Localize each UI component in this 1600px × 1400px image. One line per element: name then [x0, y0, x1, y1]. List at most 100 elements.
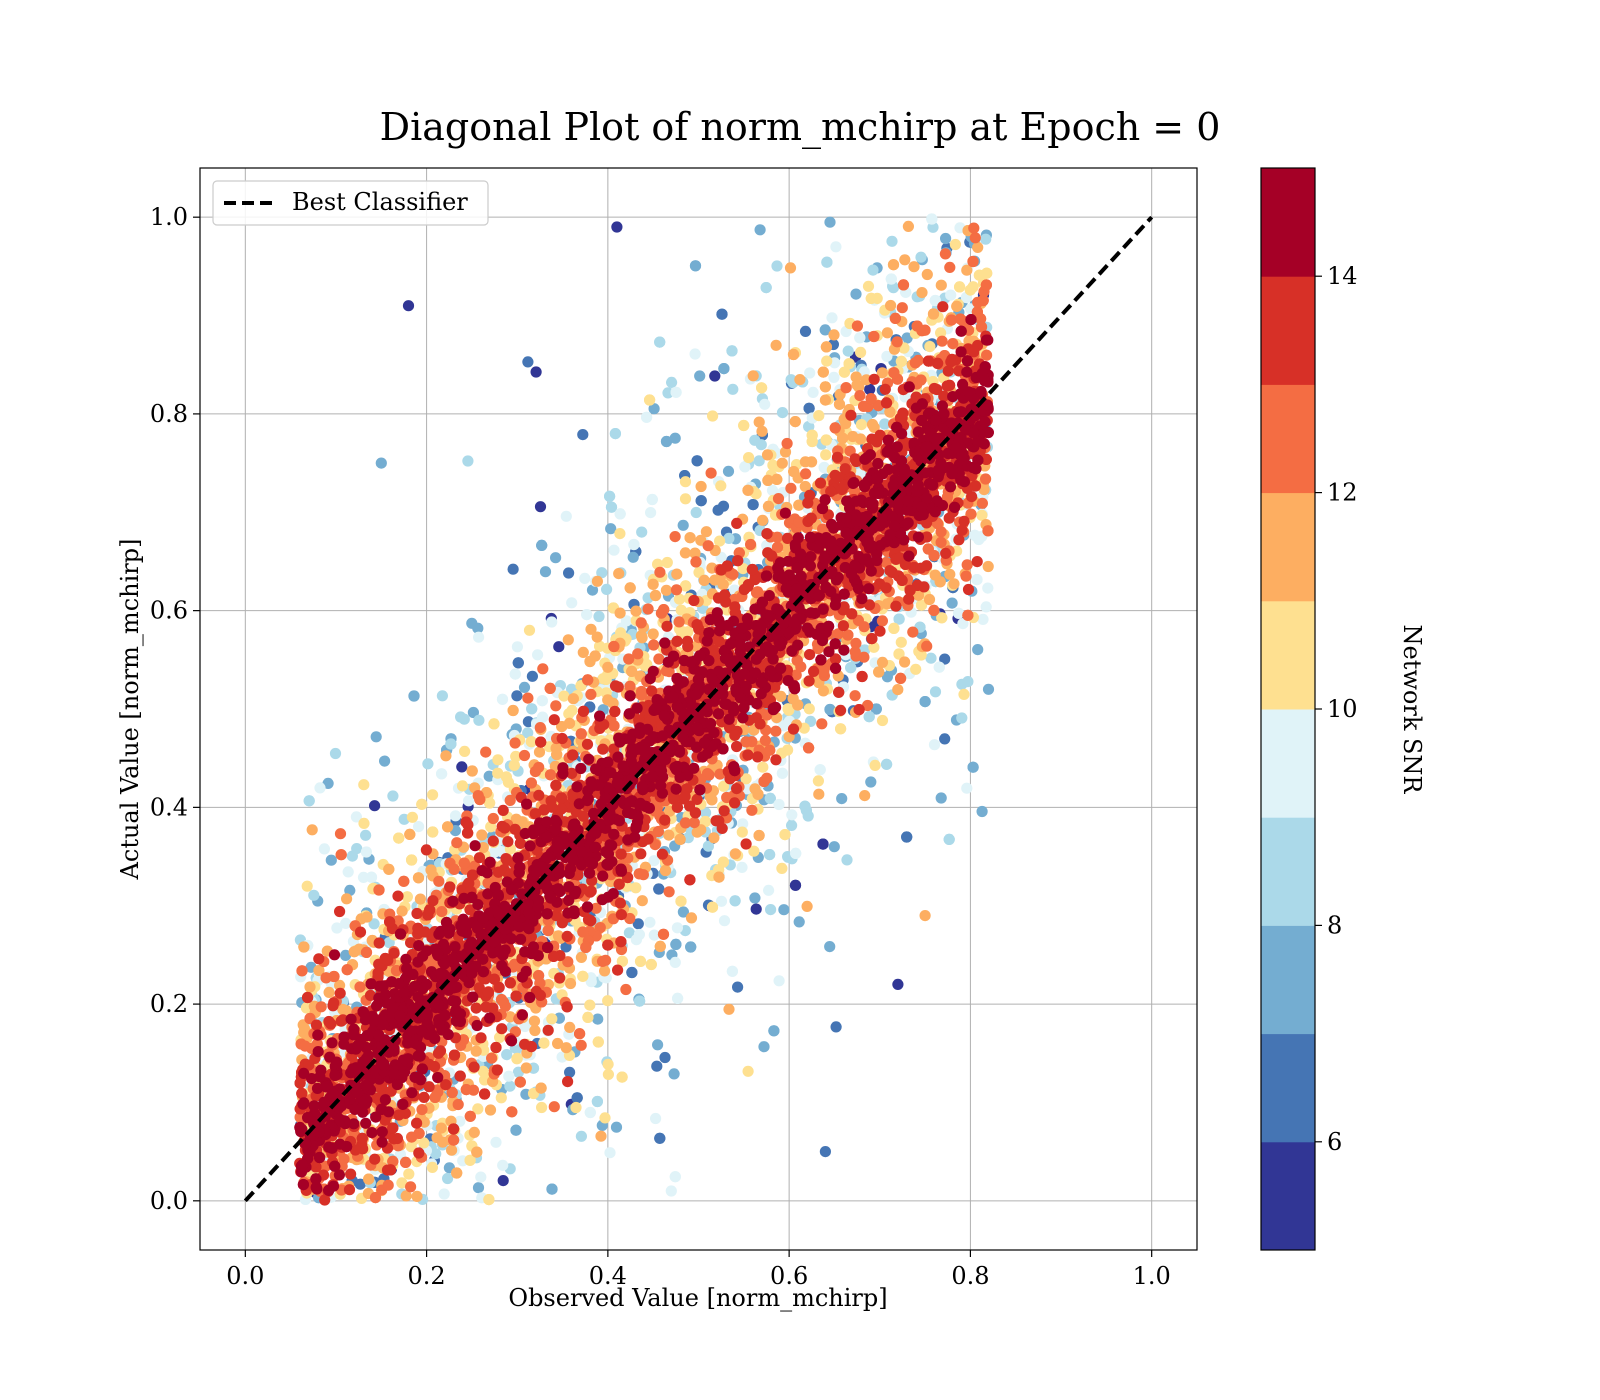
scatter-point: [742, 1065, 754, 1077]
scatter-point: [663, 829, 675, 841]
scatter-point: [566, 704, 578, 717]
scatter-point: [770, 725, 782, 737]
scatter-point: [470, 1045, 482, 1057]
scatter-point: [494, 1031, 506, 1043]
scatter-point: [459, 745, 471, 758]
scatter-point: [888, 622, 900, 635]
scatter-point: [799, 480, 811, 493]
scatter-point: [507, 704, 519, 717]
scatter-point: [897, 279, 910, 291]
scatter-point: [887, 259, 900, 271]
scatter-point: [768, 1025, 780, 1037]
scatter-point: [644, 394, 656, 406]
scatter-point: [575, 1130, 588, 1142]
scatter-point: [630, 882, 642, 894]
scatter-point: [779, 829, 791, 841]
scatter-point: [670, 938, 682, 951]
scatter-point: [816, 718, 828, 730]
scatter-point: [599, 965, 611, 977]
scatter-point: [546, 616, 558, 628]
scatter-point: [803, 703, 815, 715]
scatter-point: [577, 429, 589, 441]
scatter-point: [394, 1148, 406, 1160]
scatter-point: [402, 300, 415, 312]
scatter-point: [495, 994, 508, 1006]
scatter-point: [363, 1173, 375, 1185]
scatter-point: [759, 734, 772, 747]
scatter-point: [602, 1058, 614, 1070]
scatter-point: [756, 382, 768, 394]
scatter-point: [586, 584, 599, 596]
scatter-point: [879, 418, 891, 430]
scatter-point: [456, 761, 468, 773]
scatter-point: [786, 819, 798, 832]
scatter-point: [884, 406, 896, 418]
plot-area: 0.0 0.2 0.4 0.6 0.8 1.0 0.00.20.40.60.81.0 Be…: [150, 167, 1198, 1290]
scatter-point: [804, 367, 816, 379]
scatter-point: [674, 833, 686, 846]
scatter-point: [885, 299, 897, 312]
scatter-point: [820, 341, 833, 353]
scatter-point: [771, 260, 783, 272]
scatter-point: [722, 465, 735, 477]
scatter-point: [954, 281, 966, 293]
scatter-point: [654, 940, 666, 953]
scatter-point: [745, 538, 757, 551]
scatter-point: [304, 981, 316, 993]
scatter-point: [910, 663, 922, 675]
scatter-point: [634, 995, 646, 1007]
scatter-point: [548, 1101, 560, 1113]
scatter-point: [669, 956, 681, 969]
scatter-point: [644, 916, 656, 928]
scatter-point: [802, 810, 814, 822]
scatter-point: [351, 843, 363, 855]
scatter-point: [982, 582, 994, 594]
scatter-point: [680, 580, 692, 592]
scatter-point: [726, 965, 739, 977]
scatter-point: [835, 723, 847, 735]
scatter-point: [689, 260, 702, 272]
scatter-point: [799, 325, 812, 337]
scatter-point: [645, 958, 657, 971]
scatter-point: [671, 922, 684, 934]
scatter-point: [960, 570, 972, 582]
scatter-point: [836, 793, 848, 805]
scatter-point: [812, 775, 825, 787]
scatter-point: [813, 410, 825, 422]
scatter-point: [663, 886, 675, 898]
scatter-point: [747, 370, 759, 382]
scatter-point: [488, 846, 500, 858]
scatter-point: [591, 631, 603, 643]
scatter-point: [689, 348, 701, 360]
scatter-point: [819, 394, 832, 406]
scatter-point: [614, 528, 626, 540]
scatter-point: [949, 238, 962, 251]
scatter-point: [468, 1126, 480, 1138]
scatter-point: [982, 683, 995, 695]
scatter-point: [850, 288, 862, 300]
scatter-point: [824, 941, 836, 953]
scatter-point: [539, 566, 552, 578]
scatter-point: [648, 639, 660, 651]
scatter-point: [558, 690, 570, 702]
scatter-point: [575, 951, 588, 964]
scatter-point: [787, 692, 799, 705]
scatter-point: [912, 354, 924, 366]
scatter-point: [757, 514, 769, 526]
scatter-point: [943, 833, 955, 846]
scatter-point: [518, 681, 531, 694]
scatter-point: [484, 797, 496, 809]
scatter-point: [726, 345, 738, 357]
scatter-point: [789, 879, 802, 891]
scatter-point: [501, 1049, 513, 1061]
scatter-point: [341, 893, 353, 905]
scatter-point: [488, 718, 500, 730]
scatter-point: [962, 609, 974, 621]
scatter-point: [608, 640, 620, 653]
scatter-point: [863, 711, 875, 723]
scatter-point: [348, 946, 360, 958]
scatter-point: [819, 1146, 832, 1158]
scatter-point: [653, 653, 665, 665]
scatter-point: [440, 750, 452, 762]
